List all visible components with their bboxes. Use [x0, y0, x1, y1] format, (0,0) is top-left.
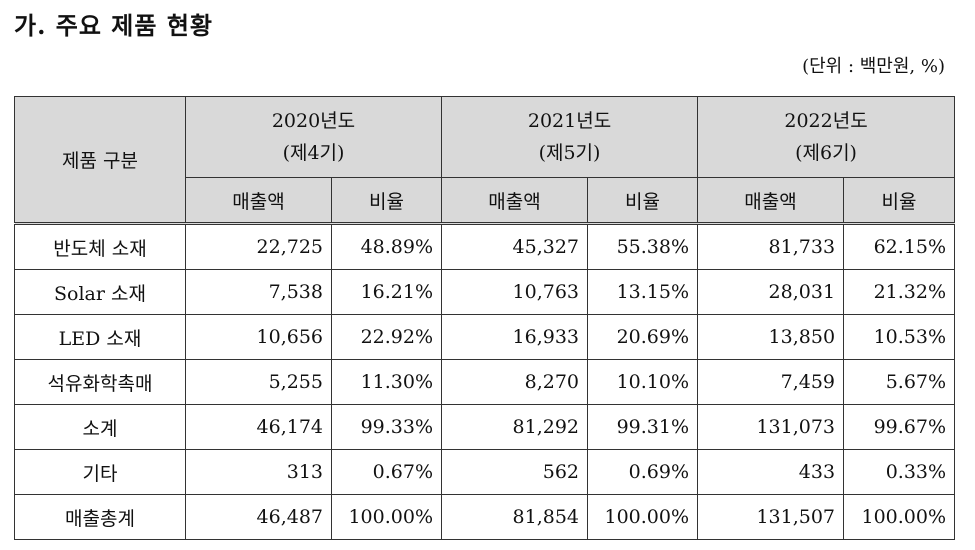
header-sales: 매출액 — [697, 177, 845, 224]
ratio-cell: 100.00% — [587, 494, 699, 540]
row-category: 매출총계 — [14, 494, 186, 540]
ratio-cell: 99.31% — [587, 404, 699, 450]
ratio-cell: 0.33% — [843, 449, 956, 495]
header-ratio: 비율 — [330, 177, 443, 224]
ratio-cell: 13.15% — [587, 269, 699, 315]
ratio-cell: 99.33% — [330, 404, 443, 450]
row-category: Solar 소재 — [14, 269, 186, 315]
row-category: 석유화학촉매 — [14, 359, 186, 405]
sales-cell: 7,538 — [185, 269, 332, 315]
ratio-cell: 100.00% — [843, 494, 956, 540]
ratio-cell: 100.00% — [330, 494, 443, 540]
sales-cell: 28,031 — [697, 269, 845, 315]
year-label: 2022년도 — [784, 110, 868, 132]
row-category: 반도체 소재 — [14, 222, 186, 270]
header-ratio: 비율 — [587, 177, 699, 224]
header-category: 제품 구분 — [14, 96, 186, 224]
ratio-cell: 5.67% — [843, 359, 956, 405]
year-label: 2021년도 — [527, 110, 612, 132]
product-sales-table: 제품 구분 2020년도 (제4기) 2021년도 (제5기) 2022년도 (… — [14, 96, 956, 540]
header-ratio: 비율 — [843, 177, 956, 224]
table-row: 석유화학촉매 5,255 11.30% 8,270 10.10% 7,459 5.67% — [14, 359, 956, 405]
ratio-cell: 10.10% — [587, 359, 699, 405]
ratio-cell: 21.32% — [843, 269, 956, 315]
ratio-cell: 11.30% — [330, 359, 443, 405]
sales-cell: 433 — [697, 449, 845, 495]
header-sales: 매출액 — [441, 177, 589, 224]
table-body: 반도체 소재 22,725 48.89% 45,327 55.38% 81,733 62.1… — [14, 222, 956, 540]
ratio-cell: 22.92% — [330, 314, 443, 360]
ratio-cell: 0.69% — [587, 449, 699, 495]
sales-cell: 22,725 — [185, 222, 332, 270]
sales-cell: 7,459 — [697, 359, 845, 405]
table-row: 기타 313 0.67% 562 0.69% 433 0.33% — [14, 449, 956, 495]
sales-cell: 46,487 — [185, 494, 332, 540]
header-sales: 매출액 — [185, 177, 332, 224]
table-row: 반도체 소재 22,725 48.89% 45,327 55.38% 81,733 62.1… — [14, 222, 956, 270]
ratio-cell: 20.69% — [587, 314, 699, 360]
ratio-cell: 16.21% — [330, 269, 443, 315]
ratio-cell: 62.15% — [843, 222, 956, 270]
sales-cell: 10,763 — [441, 269, 589, 315]
table-row: LED 소재 10,656 22.92% 16,933 20.69% 13,850 10.5… — [14, 314, 956, 360]
period-label: (제4기) — [282, 142, 345, 164]
page-title: 가. 주요 제품 현황 — [14, 11, 213, 40]
sales-cell: 13,850 — [697, 314, 845, 360]
ratio-cell: 55.38% — [587, 222, 699, 270]
sales-cell: 81,733 — [697, 222, 845, 270]
ratio-cell: 0.67% — [330, 449, 443, 495]
row-category: 소계 — [14, 404, 186, 450]
sales-cell: 81,854 — [441, 494, 589, 540]
ratio-cell: 99.67% — [843, 404, 956, 450]
period-label: (제6기) — [795, 142, 857, 164]
sales-cell: 46,174 — [185, 404, 332, 450]
table-row: 소계 46,174 99.33% 81,292 99.31% 131,073 99.67% — [14, 404, 956, 450]
row-category: 기타 — [14, 449, 186, 495]
header-year-2022: 2022년도 (제6기) — [697, 96, 956, 178]
sales-cell: 8,270 — [441, 359, 589, 405]
table-row: 매출총계 46,487 100.00% 81,854 100.00% 131,507 100… — [14, 494, 956, 540]
unit-note: (단위 : 백만원, %) — [802, 56, 945, 77]
header-row-metrics: 매출액 비율 매출액 비율 매출액 비율 — [15, 177, 956, 224]
sales-cell: 313 — [185, 449, 332, 495]
header-row-years: 제품 구분 2020년도 (제4기) 2021년도 (제5기) 2022년도 (… — [14, 96, 956, 224]
sales-cell: 10,656 — [185, 314, 332, 360]
header-year-2021: 2021년도 (제5기) — [441, 96, 699, 178]
header-year-2020: 2020년도 (제4기) — [184, 96, 443, 178]
row-category: LED 소재 — [14, 314, 186, 360]
sales-cell: 131,507 — [697, 494, 845, 540]
table-row: Solar 소재 7,538 16.21% 10,763 13.15% 28,031 21.… — [14, 269, 956, 315]
sales-cell: 81,292 — [441, 404, 589, 450]
sales-cell: 5,255 — [185, 359, 332, 405]
sales-cell: 45,327 — [441, 222, 589, 270]
year-label: 2020년도 — [271, 110, 356, 132]
sales-cell: 131,073 — [697, 404, 845, 450]
period-label: (제5기) — [538, 142, 601, 164]
ratio-cell: 10.53% — [843, 314, 956, 360]
sales-cell: 562 — [441, 449, 589, 495]
ratio-cell: 48.89% — [330, 222, 443, 270]
sales-cell: 16,933 — [441, 314, 589, 360]
